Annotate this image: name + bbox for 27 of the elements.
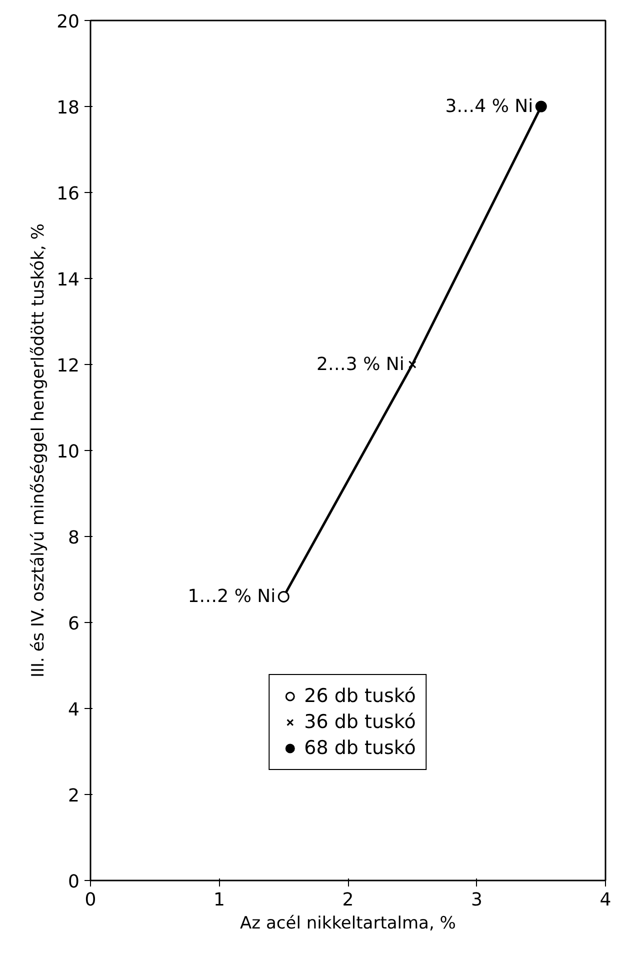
y-axis-title: III. és IV. osztályú minőséggel hengerlődött tuskók, % bbox=[28, 223, 49, 678]
y-tick-label: 12 bbox=[56, 356, 80, 376]
x-tick-label: 0 bbox=[84, 890, 96, 910]
y-tick-label: 8 bbox=[68, 528, 80, 548]
legend-label: 68 db tuskó bbox=[304, 737, 416, 759]
y-tick-label: 6 bbox=[68, 614, 80, 634]
point bbox=[535, 100, 547, 112]
y-tick-label: 2 bbox=[68, 786, 80, 806]
point bbox=[408, 360, 416, 368]
legend-label: 26 db tuskó bbox=[304, 685, 416, 707]
annotation: 1…2 % Ni bbox=[188, 586, 276, 608]
x-tick-label: 1 bbox=[214, 890, 225, 910]
y-tick-label: 16 bbox=[56, 184, 80, 204]
y-tick-label: 20 bbox=[56, 12, 80, 32]
x-tick-label: 4 bbox=[600, 890, 612, 910]
annotation: 2…3 % Ni bbox=[316, 354, 404, 375]
x-axis-title: Az acél nikkeltartalma, % bbox=[240, 914, 456, 934]
x-tick-label: 3 bbox=[471, 890, 482, 910]
x-tick-label: 2 bbox=[342, 890, 354, 910]
annotation: 3…4 % Ni bbox=[445, 96, 534, 117]
y-tick-label: 10 bbox=[56, 442, 80, 462]
y-tick-label: 4 bbox=[68, 700, 80, 720]
y-tick-label: 18 bbox=[56, 98, 80, 118]
y-tick-label: 0 bbox=[68, 872, 80, 892]
legend-label: 36 db tuskó bbox=[304, 711, 416, 733]
point bbox=[278, 590, 290, 602]
y-tick-label: 14 bbox=[56, 270, 80, 290]
